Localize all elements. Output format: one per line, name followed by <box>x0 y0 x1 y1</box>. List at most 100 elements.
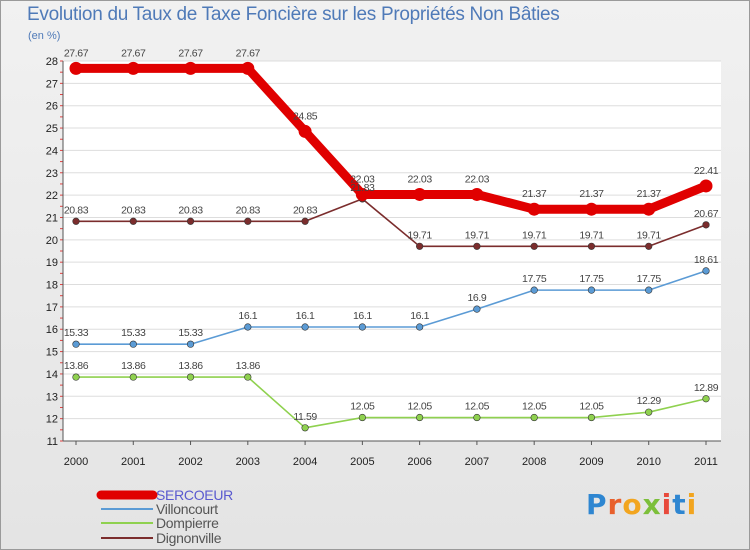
data-label-dompierre: 12.05 <box>522 401 547 413</box>
data-point-sercoeur <box>126 61 140 75</box>
data-point-dignonville <box>72 217 80 225</box>
data-label-dompierre: 12.29 <box>637 395 662 407</box>
data-label-dignonville: 20.83 <box>178 204 203 216</box>
data-point-villoncourt <box>72 340 80 348</box>
y-tick-label: 13 <box>46 391 58 403</box>
data-point-sercoeur <box>241 61 255 75</box>
y-tick-label: 18 <box>46 280 58 292</box>
data-label-villoncourt: 17.75 <box>637 273 662 285</box>
data-point-villoncourt <box>358 323 366 331</box>
y-tick-label: 11 <box>47 436 58 448</box>
data-label-dompierre: 12.05 <box>350 401 375 413</box>
data-label-dignonville: 21.83 <box>350 182 375 194</box>
proxiti-logo: Proxiti <box>586 488 697 521</box>
x-tick-label: 2008 <box>522 456 546 468</box>
legend-label-sercoeur: SERCOEUR <box>156 487 233 503</box>
data-point-dompierre <box>473 413 481 422</box>
x-tick-label: 2011 <box>694 456 718 468</box>
data-label-dompierre: 11.59 <box>293 411 317 423</box>
x-tick-label: 2010 <box>636 456 660 468</box>
y-tick-label: 24 <box>46 145 58 157</box>
data-point-dompierre <box>301 424 309 432</box>
data-point-dompierre <box>645 408 653 416</box>
logo-letter: o <box>622 488 643 521</box>
data-point-sercoeur <box>298 124 312 138</box>
data-label-sercoeur: 21.37 <box>522 188 547 200</box>
y-tick-label: 20 <box>46 235 58 247</box>
x-tick-label: 2003 <box>236 456 260 468</box>
data-point-villoncourt <box>530 286 538 294</box>
data-label-villoncourt: 16.1 <box>238 310 257 322</box>
data-point-villoncourt <box>186 340 195 348</box>
data-point-sercoeur <box>355 187 369 201</box>
data-point-sercoeur <box>413 187 427 201</box>
legend-label-dignonville: Dignonville <box>156 530 222 546</box>
legend-label-dompierre: Dompierre <box>156 515 219 531</box>
data-point-villoncourt <box>416 323 424 331</box>
x-tick-label: 2009 <box>579 456 603 468</box>
series-line-dignonville <box>75 198 707 248</box>
y-tick-label: 25 <box>46 123 58 135</box>
data-point-dignonville <box>244 217 252 225</box>
data-label-dompierre: 12.05 <box>579 401 604 413</box>
data-point-dompierre <box>244 373 252 381</box>
y-tick-label: 28 <box>46 56 58 68</box>
data-label-villoncourt: 16.1 <box>296 310 315 322</box>
data-label-villoncourt: 16.1 <box>410 310 429 322</box>
data-point-dignonville <box>702 221 710 229</box>
data-label-dompierre: 12.05 <box>465 401 490 413</box>
y-tick-label: 12 <box>46 414 58 426</box>
data-point-dignonville <box>530 242 538 250</box>
data-label-sercoeur: 27.67 <box>64 47 89 59</box>
data-point-sercoeur <box>184 61 198 75</box>
data-label-villoncourt: 17.75 <box>522 273 547 285</box>
data-label-dignonville: 20.67 <box>694 208 719 220</box>
data-label-sercoeur: 22.03 <box>465 173 490 185</box>
data-point-dompierre <box>416 413 424 422</box>
data-point-sercoeur <box>470 187 484 201</box>
data-label-dompierre: 12.89 <box>694 382 719 394</box>
y-tick-label: 26 <box>46 101 58 113</box>
logo-letter: P <box>586 488 608 521</box>
data-point-dompierre <box>129 373 137 381</box>
data-point-dignonville <box>473 242 481 250</box>
x-tick-label: 2005 <box>350 456 374 468</box>
data-point-sercoeur <box>527 202 541 216</box>
data-point-sercoeur <box>584 202 598 216</box>
x-tick-label: 2006 <box>407 456 431 468</box>
y-tick-label: 27 <box>46 78 58 90</box>
data-label-dignonville: 19.71 <box>637 229 662 241</box>
data-point-dompierre <box>702 395 710 403</box>
data-point-villoncourt <box>587 286 596 294</box>
data-label-sercoeur: 21.37 <box>637 188 662 200</box>
data-point-sercoeur <box>699 179 713 193</box>
data-label-dompierre: 13.86 <box>236 360 261 372</box>
data-point-dignonville <box>416 242 424 250</box>
data-label-dompierre: 13.86 <box>121 360 146 372</box>
data-label-dignonville: 19.71 <box>465 229 490 241</box>
data-point-dompierre <box>358 413 366 422</box>
logo-letter: t <box>672 488 687 521</box>
data-point-dignonville <box>301 217 309 225</box>
data-label-dignonville: 20.83 <box>236 204 261 216</box>
data-label-sercoeur: 27.67 <box>236 47 261 59</box>
data-label-sercoeur: 21.37 <box>579 188 604 200</box>
data-label-dignonville: 19.71 <box>522 229 547 241</box>
data-label-dompierre: 13.86 <box>64 360 89 372</box>
data-label-villoncourt: 15.33 <box>121 327 146 339</box>
data-label-sercoeur: 24.85 <box>293 110 318 122</box>
data-point-sercoeur <box>69 61 83 75</box>
x-tick-label: 2001 <box>121 456 145 468</box>
data-point-dignonville <box>587 242 596 250</box>
data-point-dompierre <box>587 413 596 422</box>
data-point-villoncourt <box>244 323 252 331</box>
y-tick-label: 23 <box>46 168 58 180</box>
data-point-dompierre <box>72 373 80 381</box>
data-label-dignonville: 19.71 <box>407 229 432 241</box>
series-line-sercoeur <box>71 63 711 214</box>
data-point-dompierre <box>530 413 538 422</box>
y-tick-label: 21 <box>46 212 58 224</box>
data-point-dompierre <box>186 373 195 381</box>
